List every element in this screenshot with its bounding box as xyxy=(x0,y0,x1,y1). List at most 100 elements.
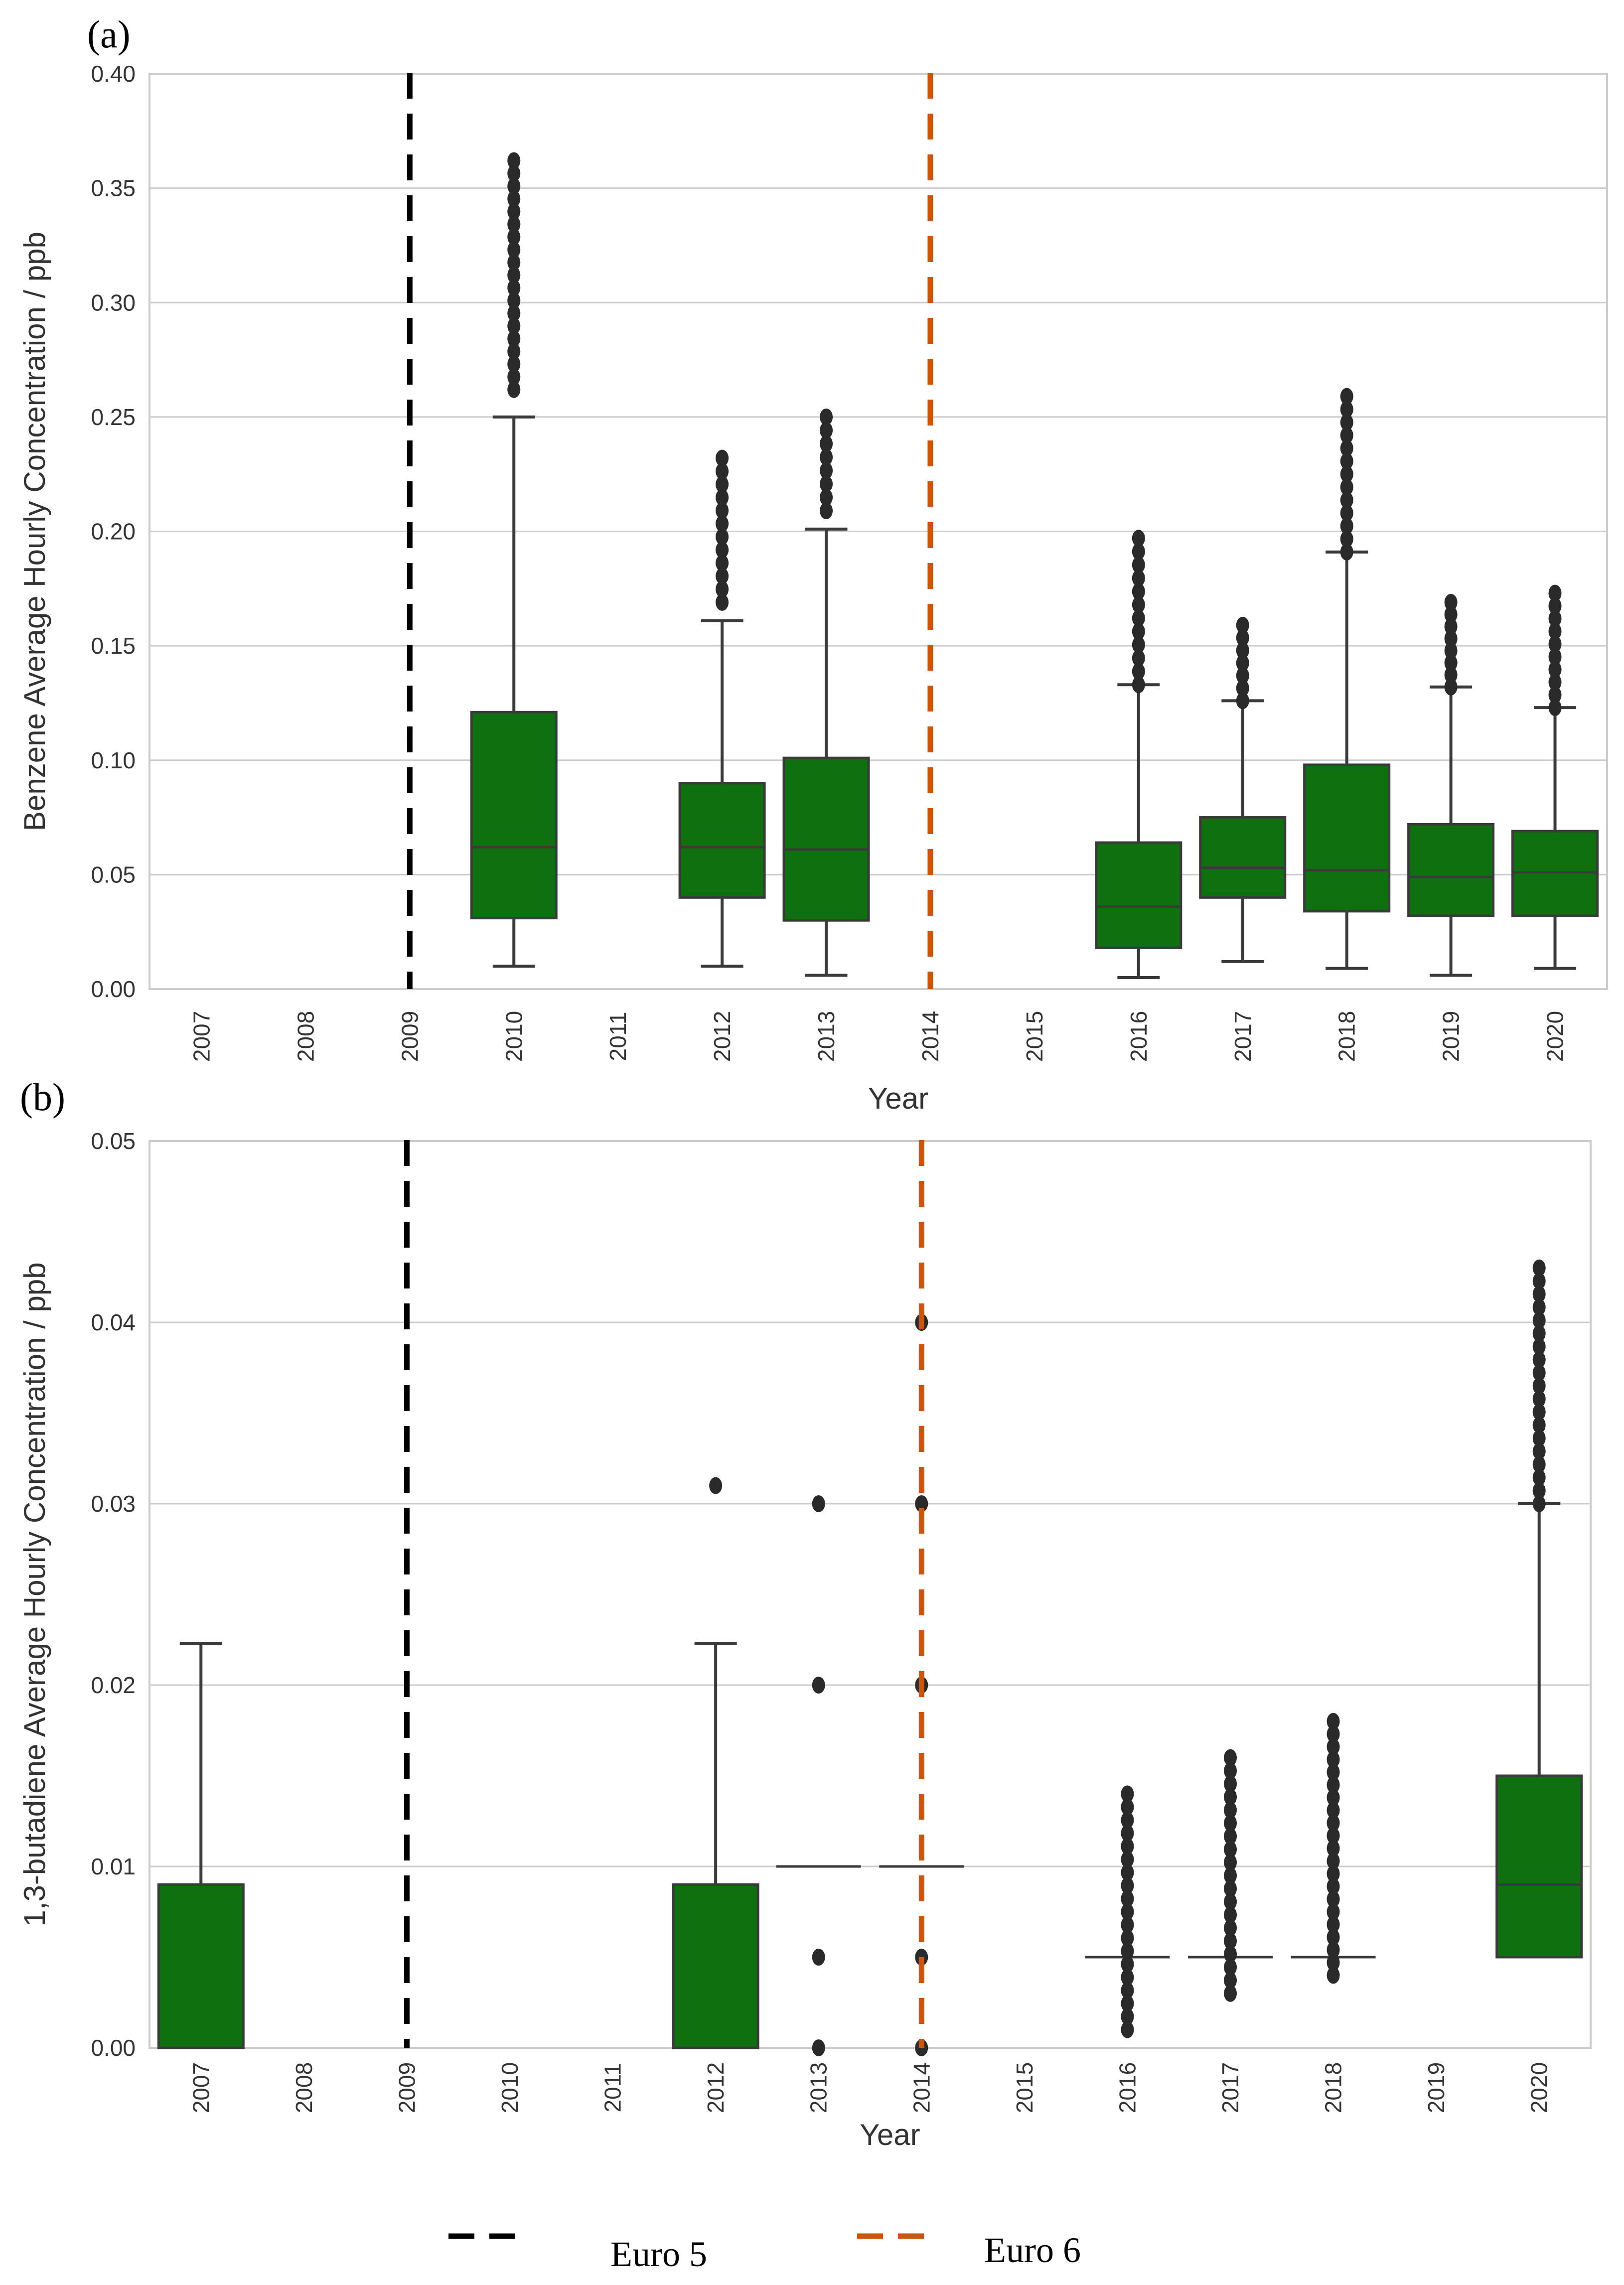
outlier-point xyxy=(507,216,521,233)
outlier-point xyxy=(1132,570,1145,587)
outlier-point xyxy=(1236,692,1249,710)
outlier-point xyxy=(915,1495,928,1512)
outlier-point xyxy=(1532,1259,1546,1277)
outlier-point xyxy=(1224,1841,1237,1858)
outlier-point xyxy=(1224,1867,1237,1884)
panel-b: (b) 0.00 0.01 0.02 0.03 0.04 0.05 2007 2008 2009 2… xyxy=(18,1075,1592,2151)
outlier-point xyxy=(1132,556,1145,573)
x-tick-label: 2014 xyxy=(908,2062,934,2113)
outlier-point xyxy=(1327,1954,1340,1971)
legend: Euro 5 Euro 6 xyxy=(448,2230,1081,2274)
outlier-point xyxy=(1121,1982,1134,1999)
outlier-point xyxy=(1121,2008,1134,2025)
y-tick-label: 0.05 xyxy=(91,861,136,887)
outlier-point xyxy=(1327,1928,1340,1946)
outlier-point xyxy=(820,489,833,506)
x-tick-label: 2015 xyxy=(1022,1011,1047,1062)
outlier-point xyxy=(1224,1828,1237,1845)
outlier-point xyxy=(1224,1788,1237,1806)
x-tick-label: 2018 xyxy=(1334,1011,1360,1062)
outlier-point xyxy=(1121,1825,1134,1842)
outlier-point xyxy=(1444,678,1458,696)
outlier-point xyxy=(1327,1916,1340,1933)
outlier-point xyxy=(1532,1364,1546,1382)
box-2012 xyxy=(672,1477,759,2049)
outlier-point xyxy=(1532,1298,1546,1316)
x-tick-label: 2017 xyxy=(1230,1011,1256,1062)
x-tick-label: 2010 xyxy=(501,1011,527,1062)
outlier-point xyxy=(1532,1417,1546,1434)
box-2013 xyxy=(782,408,870,977)
x-tick-label: 2012 xyxy=(709,1011,735,1062)
outlier-point xyxy=(1548,623,1562,640)
outlier-point xyxy=(820,502,833,520)
x-tick-label: 2015 xyxy=(1012,2062,1037,2113)
outlier-point xyxy=(1327,1903,1340,1920)
outlier-point xyxy=(507,317,521,335)
outlier-point xyxy=(1548,686,1562,704)
outlier-point xyxy=(1121,1838,1134,1855)
box-2016 xyxy=(1095,530,1182,980)
outlier-point xyxy=(1340,504,1353,522)
outlier-point xyxy=(716,449,729,467)
outlier-point xyxy=(1132,596,1145,613)
outlier-point xyxy=(1236,680,1249,697)
x-tick-label: 2012 xyxy=(703,2062,729,2113)
outlier-point xyxy=(1340,543,1353,561)
outlier-point xyxy=(716,593,729,611)
iqr-box xyxy=(157,1883,245,2049)
outlier-point xyxy=(1224,1959,1237,1976)
outlier-point xyxy=(1121,1969,1134,1986)
outlier-point xyxy=(716,528,729,546)
outlier-point xyxy=(1121,1942,1134,1960)
outlier-point xyxy=(1236,667,1249,684)
outlier-point xyxy=(1236,642,1249,659)
outlier-point xyxy=(812,1495,825,1512)
y-tick-label: 0.04 xyxy=(91,1309,136,1335)
outlier-point xyxy=(1224,1919,1237,1937)
outlier-point xyxy=(1327,1814,1340,1832)
outlier-point xyxy=(1340,439,1353,457)
outlier-point xyxy=(1340,401,1353,418)
outlier-point xyxy=(507,279,521,296)
outlier-point xyxy=(1532,1429,1546,1447)
box-2019 xyxy=(1407,593,1495,977)
outlier-point xyxy=(1132,543,1145,560)
outlier-point xyxy=(1532,1495,1546,1512)
box-2018 xyxy=(1303,388,1391,970)
outlier-point xyxy=(716,568,729,585)
outlier-point xyxy=(1224,1985,1237,2002)
outlier-point xyxy=(1121,1995,1134,2012)
outlier-point xyxy=(716,541,729,559)
outlier-point xyxy=(507,228,521,246)
iqr-box xyxy=(1407,823,1495,917)
y-tick-label: 0.30 xyxy=(91,289,136,315)
outlier-point xyxy=(1532,1390,1546,1408)
x-tick-label: 2016 xyxy=(1126,1011,1152,1062)
outlier-point xyxy=(507,165,521,182)
x-tick-label: 2020 xyxy=(1542,1011,1568,1062)
y-tick-label: 0.02 xyxy=(91,1672,136,1698)
y-tick-label: 0.10 xyxy=(91,747,136,773)
outlier-point xyxy=(716,515,729,533)
outlier-point xyxy=(1236,654,1249,672)
outlier-point xyxy=(1236,629,1249,647)
outlier-point xyxy=(820,408,833,426)
x-axis-label: Year xyxy=(868,1082,928,1115)
iqr-box xyxy=(782,756,870,922)
box-2012 xyxy=(678,449,766,968)
outlier-point xyxy=(1444,630,1458,647)
outlier-point xyxy=(507,190,521,208)
outlier-point xyxy=(1327,1853,1340,1870)
x-tick-label: 2013 xyxy=(806,2062,832,2113)
outlier-point xyxy=(1340,465,1353,483)
panel-a: (a) 0.00 0.05 0.10 0.15 0.20 0.25 0.30 0.35 0.40 2… xyxy=(18,12,1608,1115)
outlier-point xyxy=(1340,414,1353,431)
outlier-point xyxy=(1340,530,1353,548)
outlier-point xyxy=(1132,649,1145,667)
outlier-point xyxy=(507,177,521,195)
outlier-point xyxy=(1327,1763,1340,1781)
panel-label: (a) xyxy=(87,12,131,56)
outlier-point xyxy=(1444,606,1458,623)
outlier-point xyxy=(1548,584,1562,602)
